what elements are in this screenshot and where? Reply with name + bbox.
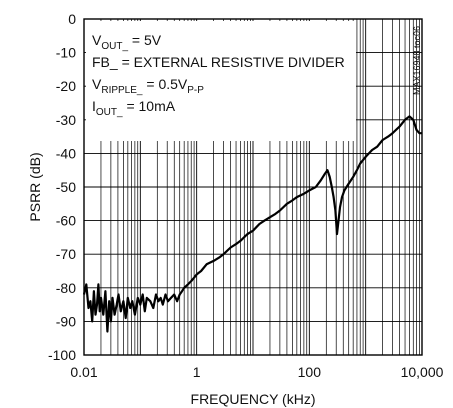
series-line-0 — [82, 115, 422, 333]
annotation-vripple: VRIPPLE_ = 0.5VP-P — [92, 76, 204, 96]
annotation-vout: VOUT_ = 5V — [92, 32, 162, 52]
y-tick-label: -10 — [56, 45, 76, 61]
annotation-fb: FB_ = EXTERNAL RESISTIVE DIVIDER — [92, 54, 345, 70]
y-tick-label: -70 — [56, 246, 76, 262]
x-tick-label: 100 — [298, 364, 322, 380]
y-tick-label: -80 — [56, 280, 76, 296]
plot-frame — [83, 18, 423, 356]
series-group — [82, 115, 422, 333]
annotation-block: VOUT_ = 5V FB_ = EXTERNAL RESISTIVE DIVID… — [86, 21, 356, 141]
y-tick-label: -40 — [56, 145, 76, 161]
x-tick-label: 0.01 — [70, 364, 97, 380]
x-axis-label: FREQUENCY (kHz) — [191, 391, 316, 407]
y-tick-label: 0 — [68, 11, 76, 27]
annotation-iout: IOUT_ = 10mA — [92, 98, 176, 118]
y-tick-label: -50 — [56, 179, 76, 195]
x-tick-label: 1 — [193, 364, 201, 380]
annotation-background — [86, 21, 356, 141]
y-axis-label: PSRR (dB) — [27, 152, 43, 221]
x-tick-label: 10,000 — [401, 364, 444, 380]
y-tick-label: -60 — [56, 213, 76, 229]
x-axis-ticks: 0.01 1 100 10,000 — [70, 364, 443, 380]
y-tick-label: -100 — [48, 347, 76, 363]
y-tick-label: -20 — [56, 78, 76, 94]
y-axis-ticks: 0 -10 -20 -30 -40 -50 -60 -70 -80 -90 -100 — [48, 11, 76, 363]
watermark-text: MAX16948 toc06 — [412, 26, 422, 95]
y-tick-label: -90 — [56, 313, 76, 329]
y-tick-label: -30 — [56, 112, 76, 128]
